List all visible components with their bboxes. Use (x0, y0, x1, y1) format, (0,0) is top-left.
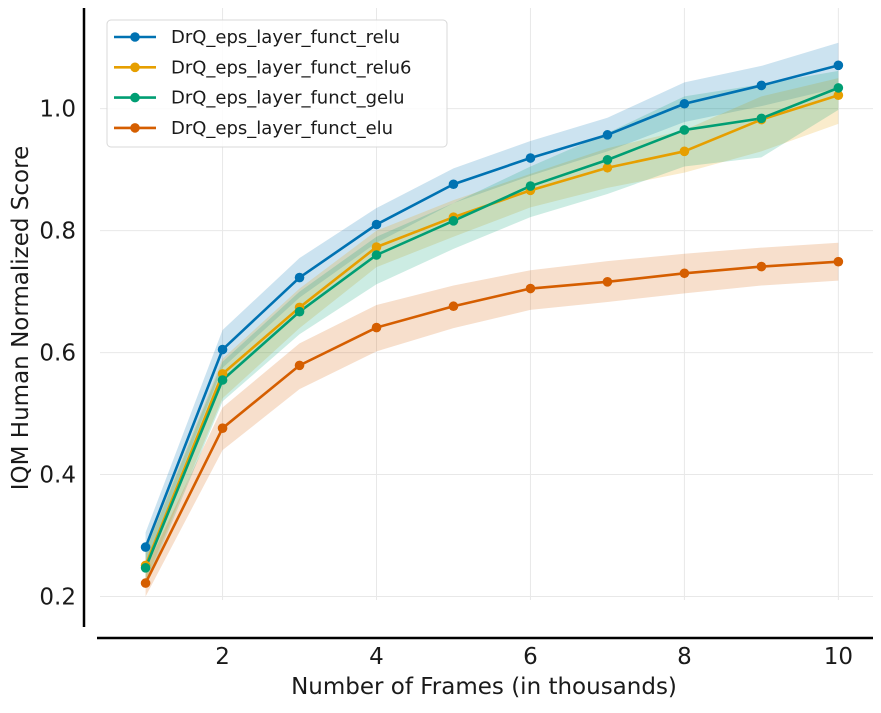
series-line (144, 64, 839, 548)
legend-label: DrQ_eps_layer_funct_gelu (171, 88, 404, 109)
x-tick-label: 4 (369, 644, 384, 670)
data-point (371, 219, 382, 230)
data-point (602, 162, 613, 173)
legend-label: DrQ_eps_layer_funct_relu6 (171, 57, 412, 78)
data-point (833, 256, 844, 267)
confidence-band (145, 42, 839, 563)
data-point (756, 113, 767, 124)
data-point (371, 250, 382, 260)
data-point (679, 125, 690, 135)
y-tick-label: 0.2 (39, 585, 76, 611)
confidence-band (145, 242, 839, 597)
legend-label: DrQ_eps_layer_funct_elu (171, 118, 393, 139)
legend-marker (130, 62, 140, 73)
data-point (679, 268, 690, 279)
y-axis-title: IQM Human Normalized Score (8, 146, 34, 490)
data-point (294, 360, 305, 371)
x-tick-label: 6 (523, 644, 538, 670)
data-point (371, 322, 382, 333)
data-point (217, 423, 228, 433)
series-markers (140, 60, 844, 588)
x-tick-label: 10 (824, 644, 853, 670)
axes (82, 8, 873, 640)
data-point (140, 563, 151, 573)
data-point (525, 153, 536, 163)
series-line (144, 260, 839, 584)
data-point (833, 90, 844, 101)
data-point (294, 306, 305, 317)
y-tick-label: 0.6 (39, 341, 76, 367)
data-point (679, 146, 690, 157)
data-point (756, 261, 767, 272)
data-point (525, 283, 536, 294)
y-tick-label: 0.8 (39, 219, 76, 245)
data-point (679, 98, 690, 109)
y-tick-label: 1.0 (39, 97, 76, 123)
confidence-band (145, 78, 839, 582)
data-point (217, 375, 228, 385)
data-point (833, 60, 844, 71)
legend-marker (130, 123, 140, 133)
data-point (140, 542, 151, 552)
data-point (448, 301, 459, 312)
x-tick-label: 2 (215, 644, 230, 670)
tick-labels: 2 4 6 8 10 0.2 0.4 0.6 0.8 1.0 (39, 97, 853, 670)
series-line (144, 86, 839, 569)
legend-marker (130, 92, 140, 103)
series-lines (144, 64, 839, 584)
data-point (602, 155, 613, 165)
legend: DrQ_eps_layer_funct_relu DrQ_eps_layer_fu… (106, 19, 448, 148)
legend-marker (130, 32, 140, 42)
data-point (448, 179, 459, 190)
legend-label: DrQ_eps_layer_funct_relu (171, 27, 400, 48)
x-axis-title: Number of Frames (in thousands) (291, 674, 677, 700)
confidence-band (145, 70, 839, 586)
data-point (371, 242, 382, 252)
data-point (140, 578, 151, 588)
data-point (525, 181, 536, 191)
data-point (833, 83, 844, 93)
data-point (217, 344, 228, 355)
data-point (602, 277, 613, 287)
x-tick-label: 8 (677, 644, 692, 670)
confidence-bands (145, 42, 839, 597)
data-point (756, 80, 767, 91)
data-point (602, 130, 613, 140)
data-point (294, 272, 305, 283)
data-point (448, 216, 459, 226)
y-tick-label: 0.4 (39, 463, 76, 489)
legend-box (106, 19, 448, 148)
